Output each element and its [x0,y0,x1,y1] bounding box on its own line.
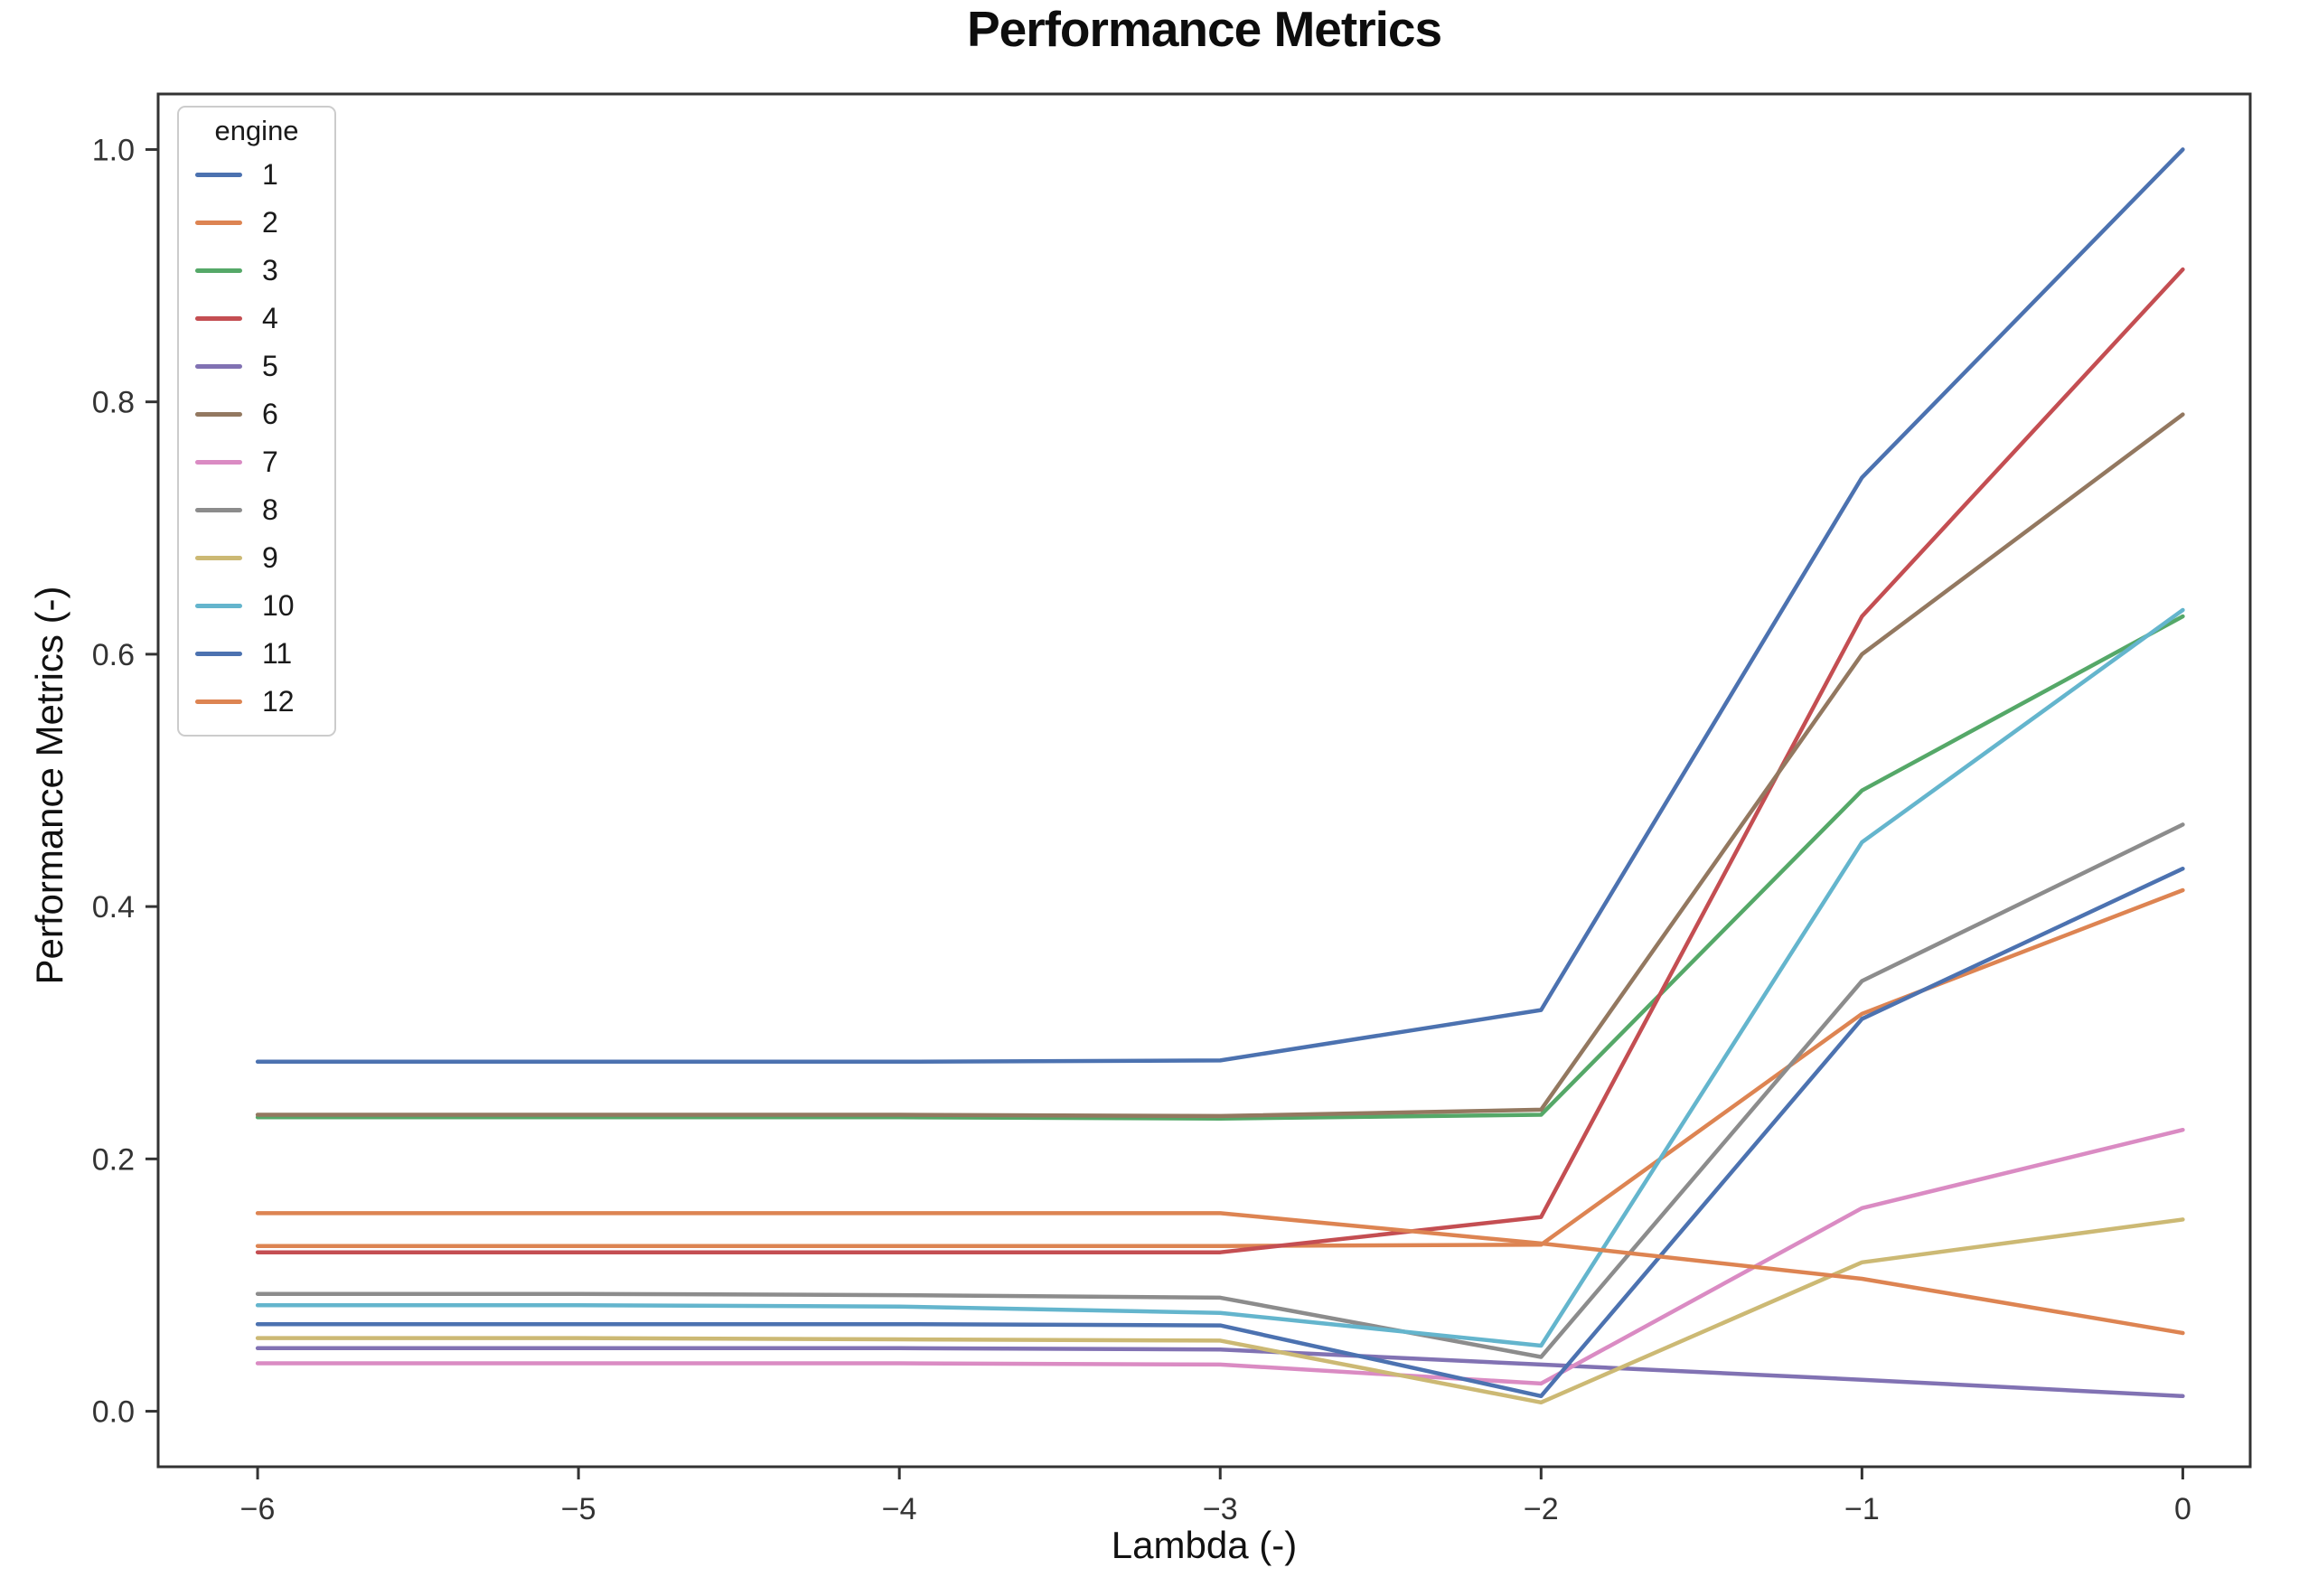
legend-swatch [195,412,242,417]
legend-label: 3 [262,254,278,286]
x-tick-label: 0 [2174,1492,2191,1526]
legend-label: 8 [262,493,278,526]
series-line-8 [255,822,2185,1359]
legend-label: 11 [262,637,293,670]
legend-item-10: 10 [179,582,334,630]
series-line-4 [255,267,2185,1254]
legend-item-11: 11 [179,630,334,678]
series-line-5 [255,1346,2185,1399]
legend-item-9: 9 [179,534,334,582]
x-tick-label: −2 [1524,1492,1559,1526]
y-tick-label: 0.4 [92,890,135,925]
legend-label: 6 [262,398,278,430]
legend-label: 2 [262,206,278,239]
legend-label: 5 [262,350,278,382]
legend-title: engine [214,115,299,146]
legend: engine 1 2 3 4 5 6 7 8 9 10 11 12 [177,106,336,737]
y-tick-label: 0.2 [92,1142,135,1177]
legend-label: 10 [262,589,295,622]
legend-swatch [195,316,242,321]
legend-swatch [195,508,242,512]
legend-swatch [195,604,242,608]
legend-label: 4 [262,302,278,334]
legend-label: 9 [262,541,278,574]
y-tick-label: 0.8 [92,386,135,420]
legend-item-7: 7 [179,438,334,486]
legend-items: 1 2 3 4 5 6 7 8 9 10 11 12 [179,151,334,726]
series-line-11 [255,866,2185,1399]
y-tick-label: 0.0 [92,1395,135,1430]
series-line-3 [255,614,2185,1121]
legend-swatch [195,364,242,369]
legend-item-3: 3 [179,247,334,295]
legend-swatch [195,221,242,225]
x-tick-label: −5 [561,1492,596,1526]
legend-item-1: 1 [179,151,334,199]
legend-item-6: 6 [179,390,334,438]
legend-item-2: 2 [179,199,334,247]
x-tick-label: −1 [1844,1492,1880,1526]
y-tick-label: 0.6 [92,638,135,672]
series-line-2 [255,887,2185,1248]
series-line-10 [255,607,2185,1348]
legend-label: 1 [262,158,278,191]
series-line-1 [255,147,2185,1065]
legend-swatch [195,652,242,656]
legend-swatch [195,460,242,465]
series-line-12 [255,1211,2185,1336]
legend-label: 7 [262,446,278,478]
legend-swatch [195,556,242,560]
legend-label: 12 [262,685,295,718]
series-line-9 [255,1217,2185,1405]
x-tick-label: −3 [1203,1492,1238,1526]
axes-spines [156,92,2252,1469]
series-line-7 [255,1127,2185,1386]
legend-item-12: 12 [179,678,334,726]
x-tick-label: −6 [240,1492,276,1526]
y-axis-label: Performance Metrics (-) [28,586,70,985]
x-axis-label: Lambda (-) [1111,1524,1298,1566]
legend-swatch [195,173,242,177]
legend-item-4: 4 [179,295,334,343]
legend-swatch [195,268,242,273]
legend-swatch [195,699,242,704]
series-line-6 [255,412,2185,1119]
x-tick-label: −4 [882,1492,917,1526]
legend-item-8: 8 [179,486,334,534]
legend-item-5: 5 [179,343,334,390]
chart-title: Performance Metrics [966,1,1442,57]
y-tick-label: 1.0 [92,133,135,167]
